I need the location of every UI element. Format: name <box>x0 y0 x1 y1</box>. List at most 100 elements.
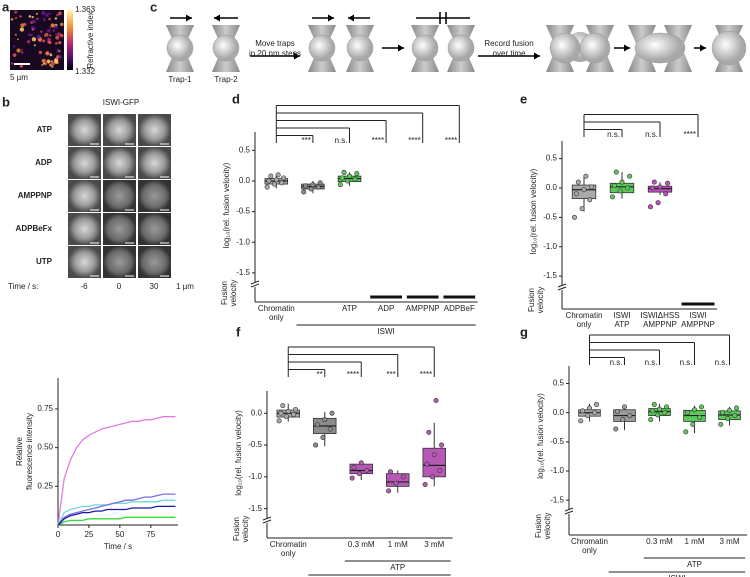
image-speckle <box>55 41 58 45</box>
time-value: 0 <box>117 282 122 291</box>
y-tick-label: 0.75 <box>37 404 53 413</box>
category-label: only <box>577 320 592 329</box>
step-label: in 20 nm steps <box>249 49 301 58</box>
velocity-label: Fusion <box>527 288 536 312</box>
data-point <box>358 460 364 466</box>
data-point <box>649 185 655 191</box>
data-point <box>400 474 406 480</box>
image-speckle <box>31 28 34 31</box>
data-point <box>386 488 392 494</box>
arrow-head <box>700 44 706 52</box>
y-tick-label: -1.5 <box>236 268 250 277</box>
image-speckle <box>17 38 19 41</box>
panel-letter: f <box>236 324 241 339</box>
data-point <box>613 169 619 175</box>
velocity-label: velocity <box>229 280 238 307</box>
zero-velocity <box>443 295 476 299</box>
data-point <box>587 197 593 203</box>
image-speckle <box>10 62 14 65</box>
microscopy-image <box>138 180 171 212</box>
data-point <box>341 169 347 175</box>
bead <box>308 34 336 62</box>
data-point <box>589 184 595 190</box>
microscopy-image <box>138 213 171 245</box>
panel-letter: e <box>520 91 527 106</box>
series-line <box>57 516 176 526</box>
image-title: ISWI-GFP <box>103 98 139 107</box>
trap-beam <box>664 25 692 48</box>
panel-letter: d <box>232 91 240 106</box>
data-point <box>437 467 443 473</box>
y-axis-label: Relative <box>15 437 24 466</box>
velocity-label: Fusion <box>220 281 229 305</box>
axis-break <box>557 283 567 291</box>
image-speckle <box>19 27 25 32</box>
data-point <box>621 404 627 410</box>
bead <box>711 30 747 66</box>
image-speckle <box>58 41 62 45</box>
data-point <box>322 417 328 423</box>
image-speckle <box>20 48 24 51</box>
image-speckle <box>27 33 31 37</box>
bead <box>166 34 194 62</box>
data-point <box>354 171 360 177</box>
data-point <box>697 414 703 420</box>
zero-velocity <box>406 295 439 299</box>
image-speckle <box>13 45 16 48</box>
data-point <box>732 413 738 419</box>
data-point <box>315 184 321 190</box>
step-label: over time <box>493 49 526 58</box>
image-speckle <box>49 26 51 29</box>
image-speckle <box>45 61 48 64</box>
category-label: 0.3 mM <box>646 537 673 546</box>
data-point <box>617 188 623 194</box>
zero-velocity <box>370 295 402 299</box>
image-speckle <box>58 55 62 59</box>
data-point <box>579 206 585 212</box>
category-label: ATP <box>342 304 357 313</box>
data-point <box>579 408 585 414</box>
category-label: ISWIΔHSS <box>640 311 679 320</box>
data-point <box>337 182 343 188</box>
category-label: AMPPNP <box>406 304 440 313</box>
data-point <box>719 410 725 416</box>
data-point <box>620 417 626 423</box>
microscopy-image <box>103 114 136 146</box>
row-label: UTP <box>36 257 53 266</box>
image-speckle <box>31 15 34 19</box>
microscopy-image <box>138 114 171 146</box>
data-point <box>609 194 615 200</box>
velocity-label: velocity <box>536 287 545 314</box>
category-label: 1 mM <box>685 537 705 546</box>
series-line <box>57 499 176 526</box>
category-label: 0.3 mM <box>348 540 375 549</box>
y-axis-label: log₁₀(rel. fusion velocity) <box>529 168 538 254</box>
trap-label: Trap-1 <box>168 75 192 84</box>
panel-letter: c <box>150 0 157 14</box>
data-point <box>266 178 272 184</box>
group-label: ATP <box>390 563 405 572</box>
scale-bar-label: 5 µm <box>10 73 28 82</box>
data-point <box>592 410 598 416</box>
significance-label: **** <box>684 130 696 139</box>
microscopy-image <box>138 246 171 278</box>
data-point <box>345 178 351 184</box>
y-tick-label: -1.5 <box>248 504 262 513</box>
image-speckle <box>40 30 43 33</box>
arrow-head <box>214 14 220 22</box>
image-speckle <box>48 12 51 15</box>
series-line <box>57 505 176 526</box>
y-tick-label: 0.0 <box>251 408 263 417</box>
image-speckle <box>10 18 14 21</box>
category-label: Chromatin <box>270 540 307 549</box>
image-speckle <box>60 22 64 27</box>
colorbar <box>67 10 73 70</box>
significance-label: n.s. <box>715 358 728 367</box>
y-tick-label: -1.0 <box>550 466 564 475</box>
y-tick-label: -1.0 <box>543 242 557 251</box>
series-line <box>57 493 176 526</box>
significance-label: n.s. <box>645 130 658 139</box>
bead <box>346 34 374 62</box>
y-tick-label: -1.0 <box>236 237 250 246</box>
